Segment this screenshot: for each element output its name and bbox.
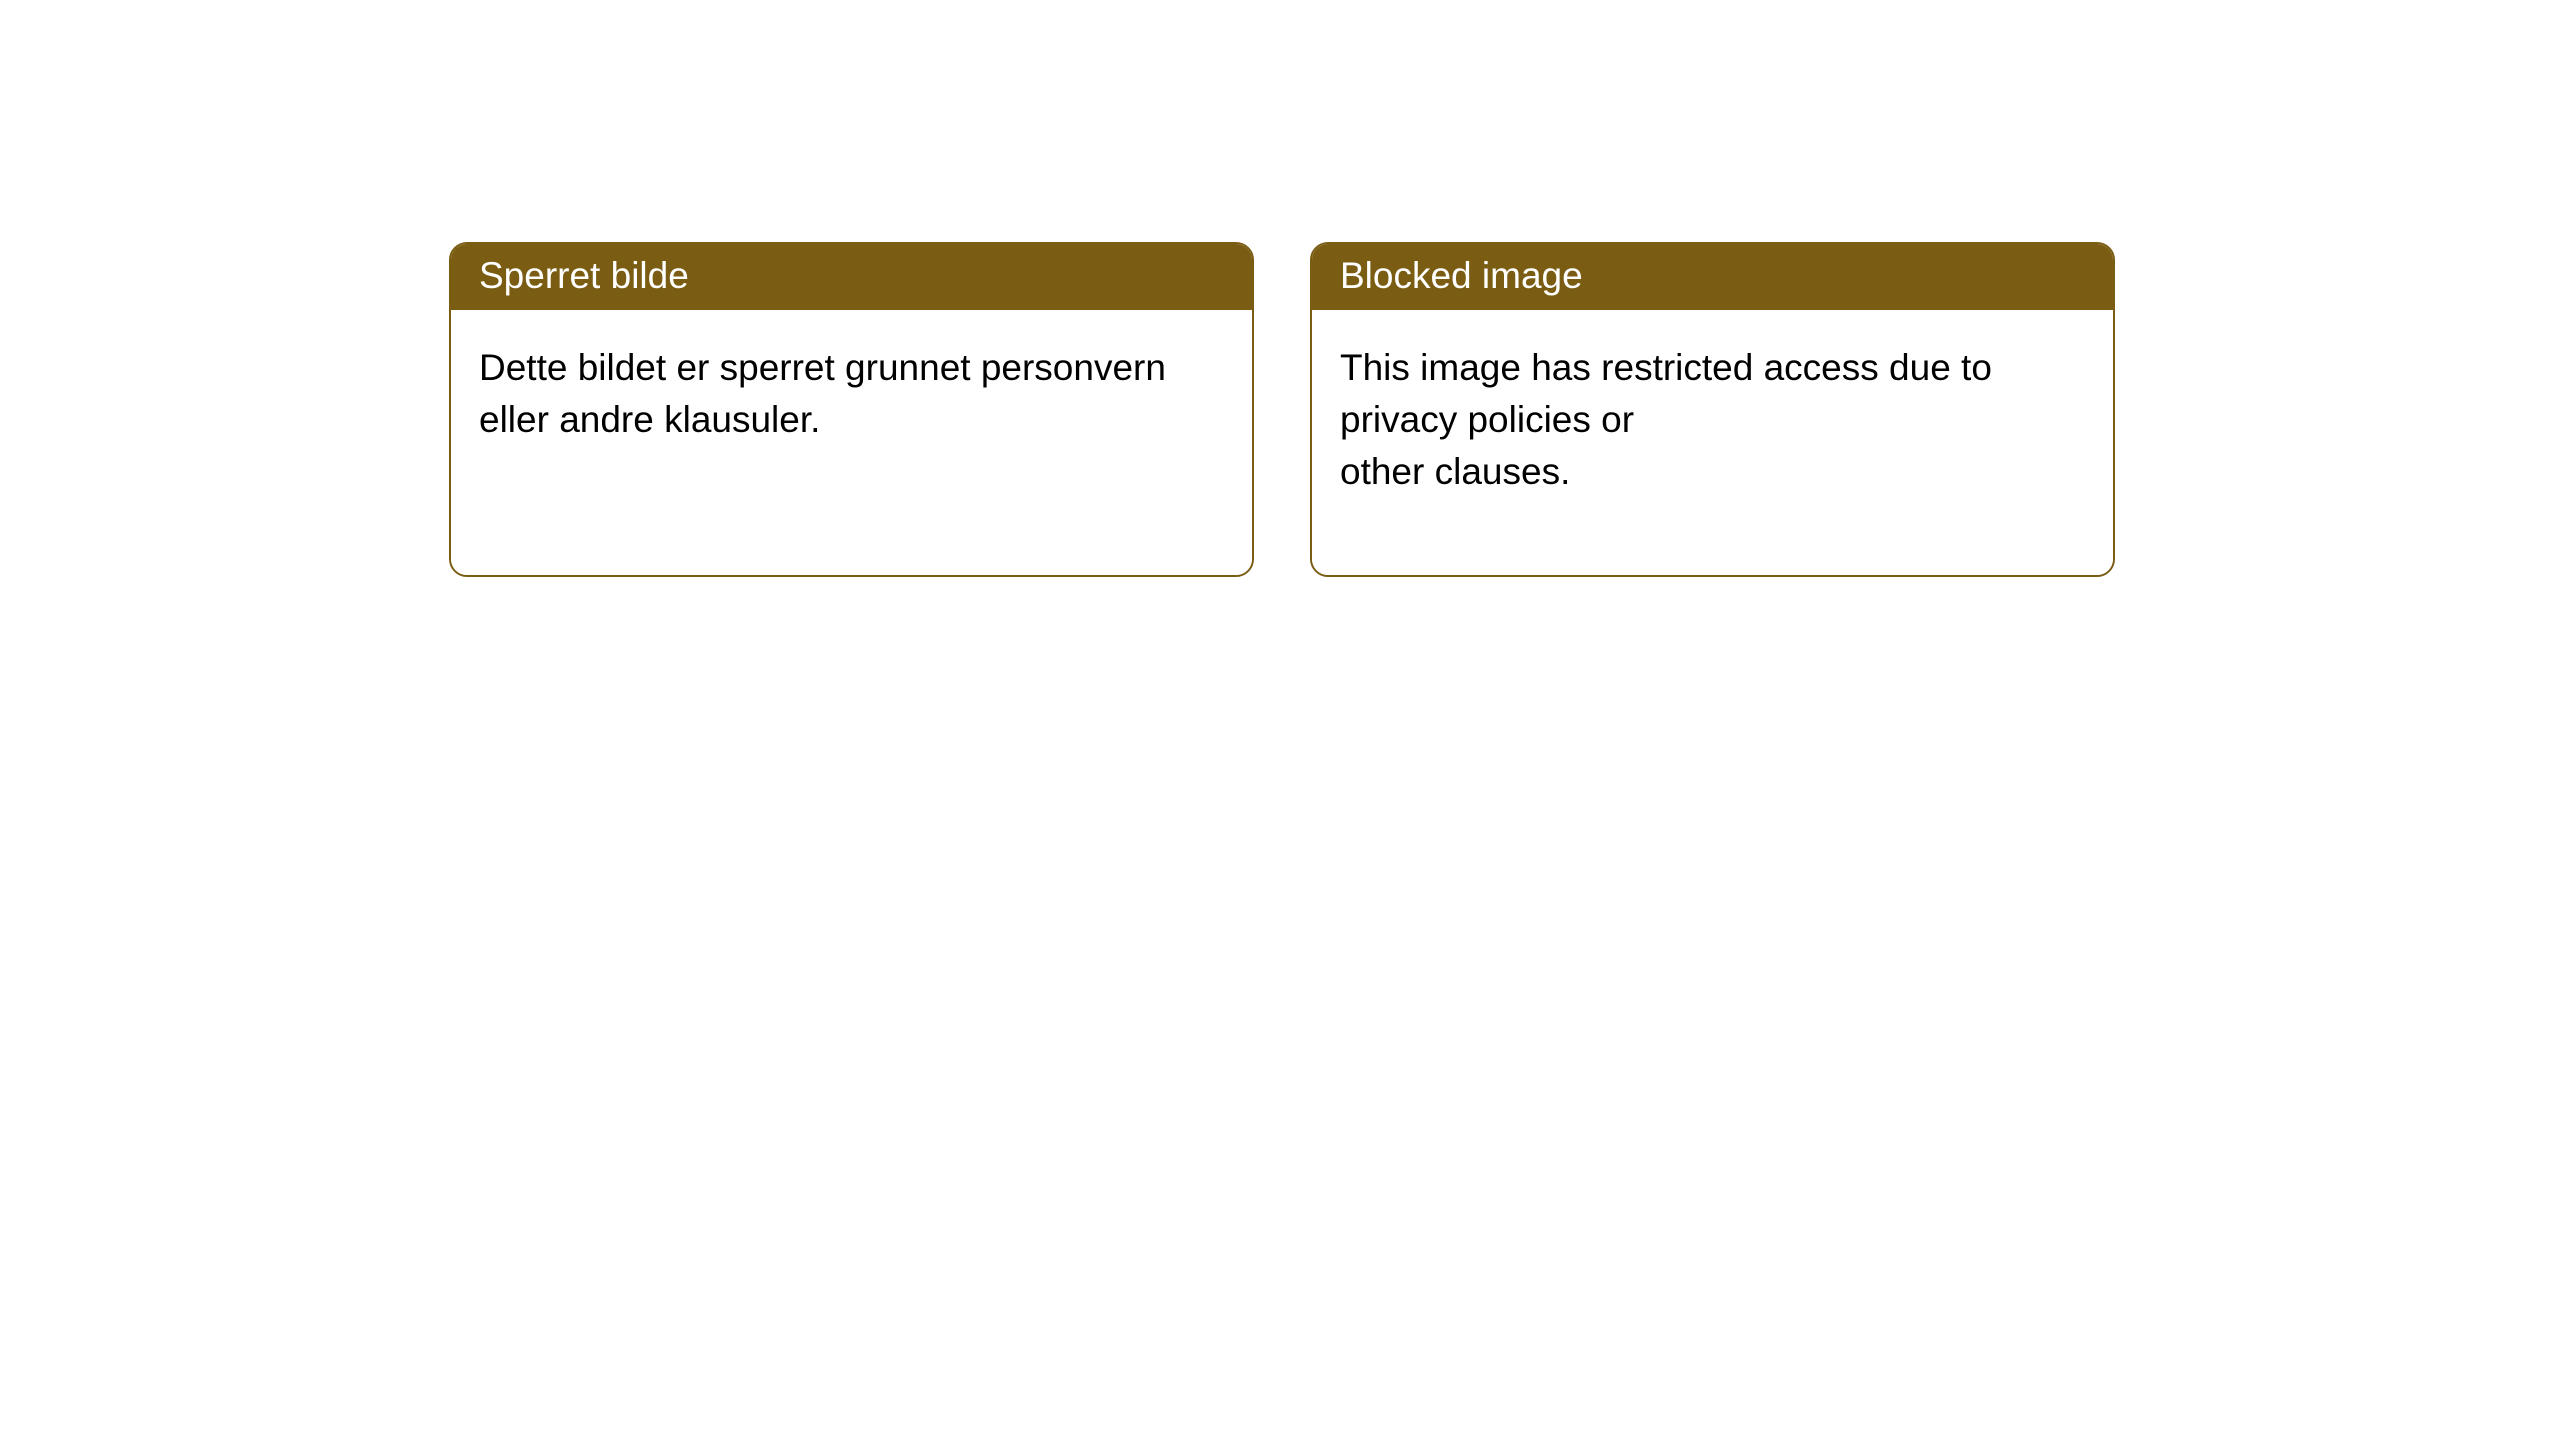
notice-card-english: Blocked image This image has restricted … (1310, 242, 2115, 577)
notice-card-body: This image has restricted access due to … (1312, 310, 2113, 575)
notice-card-header: Blocked image (1312, 244, 2113, 310)
notice-cards-container: Sperret bilde Dette bildet er sperret gr… (0, 0, 2560, 577)
notice-card-header: Sperret bilde (451, 244, 1252, 310)
notice-card-body: Dette bildet er sperret grunnet personve… (451, 310, 1252, 575)
notice-card-norwegian: Sperret bilde Dette bildet er sperret gr… (449, 242, 1254, 577)
